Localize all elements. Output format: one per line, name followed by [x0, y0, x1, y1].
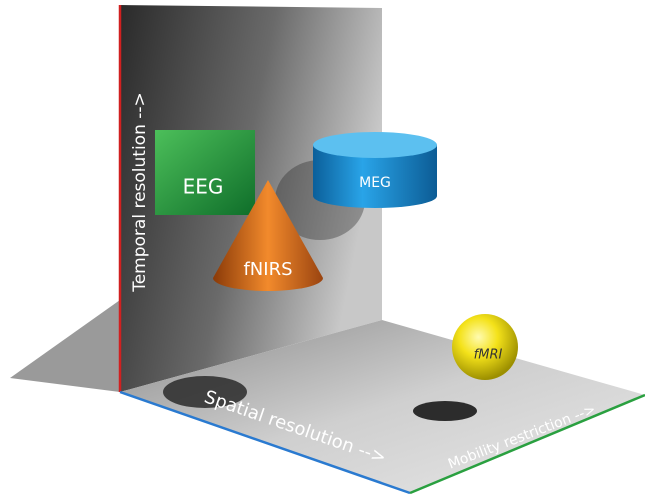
wall-shadow [10, 300, 120, 392]
depth-axis-edge [119, 390, 411, 495]
cylinder [313, 145, 437, 208]
node-label: fMRI [474, 348, 503, 363]
shapes [155, 130, 518, 380]
axis-label: Temporal resolution --> [130, 92, 150, 293]
shadow [163, 376, 247, 408]
node-label: fNIRS [243, 259, 292, 280]
cube [155, 130, 255, 215]
cylinder-top [313, 132, 437, 158]
node-label: MEG [359, 175, 391, 191]
node-label: EEG [183, 175, 224, 199]
floor [120, 320, 645, 493]
cone [213, 180, 323, 291]
shadow [413, 401, 477, 421]
sphere [452, 314, 518, 380]
horizontal-axis-edge [409, 393, 645, 495]
